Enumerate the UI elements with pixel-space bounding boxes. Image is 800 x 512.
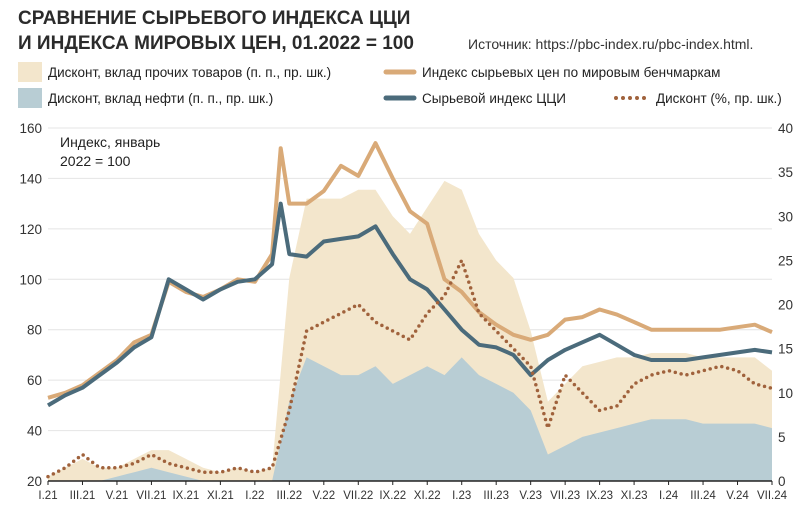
legend-label-discount: Дисконт (%, пр. шк.) [656, 91, 782, 106]
x-tick-label: VII.24 [757, 490, 788, 502]
y-right-tick-label: 0 [778, 474, 786, 489]
line-czi-index [46, 201, 773, 408]
y-right-tick-label: 15 [778, 342, 793, 357]
line-discount [46, 258, 774, 479]
x-tick-label: I.23 [452, 490, 471, 502]
legend-swatch-oil [18, 88, 42, 108]
x-tick-label: III.24 [690, 490, 716, 502]
legend-label-czi-index: Сырьевой индекс ЦЦИ [422, 91, 566, 106]
legend: Дисконт, вклад прочих товаров (п. п., пр… [18, 62, 782, 108]
legend-label-oil: Дисконт, вклад нефти (п. п., пр. шк.) [48, 91, 273, 106]
x-tick-label: IX.23 [586, 490, 613, 502]
x-tick-label: V.21 [106, 490, 129, 502]
x-tick-label: VII.21 [136, 490, 166, 502]
x-tick-label: VII.23 [550, 490, 580, 502]
x-tick-label: I.24 [659, 490, 679, 502]
x-tick-label: I.21 [38, 490, 57, 502]
legend-swatch-other-goods [18, 62, 42, 82]
x-tick-label: XI.22 [414, 490, 441, 502]
legend-label-world-index: Индекс сырьевых цен по мировым бенчмарка… [422, 65, 720, 80]
source-note: Источник: https://pbc-index.ru/pbc-index… [468, 36, 753, 52]
y-right-tick-label: 25 [778, 253, 793, 268]
x-tick-label: V.22 [313, 490, 336, 502]
legend-label-other-goods: Дисконт, вклад прочих товаров (п. п., пр… [48, 65, 331, 80]
x-tick-label: III.23 [483, 490, 509, 502]
y-left-tick-label: 140 [19, 171, 42, 186]
y-left-tick-label: 80 [27, 323, 42, 338]
annotation-background [56, 132, 180, 174]
plot-area: 20 40 60 80 100 120 140 160 0 5 10 15 20 25 30 35 40 I.21… [19, 121, 793, 502]
y-left-tick-label: 100 [19, 272, 42, 287]
y-right-tick-label: 20 [778, 298, 793, 313]
x-tick-label: V.23 [519, 490, 542, 502]
x-tick-label: IX.21 [172, 490, 199, 502]
chart-title-line1: СРАВНЕНИЕ СЫРЬЕВОГО ИНДЕКСА ЦЦИ [18, 8, 410, 29]
y-left-tick-label: 120 [19, 222, 42, 237]
annotation-line2: 2022 = 100 [60, 153, 131, 169]
y-right-tick-label: 35 [778, 165, 793, 180]
area-oil [48, 357, 772, 481]
y-right-tick-label: 5 [778, 430, 786, 445]
y-left-tick-label: 160 [19, 121, 42, 136]
annotation-line1: Индекс, январь [60, 134, 160, 150]
annotation: Индекс, январь 2022 = 100 [56, 132, 180, 174]
x-tick-label: V.24 [726, 490, 749, 502]
x-tick-label: III.21 [70, 490, 96, 502]
x-tick-label: I.22 [245, 490, 264, 502]
x-tick-label: III.22 [277, 490, 303, 502]
y-left-tick-label: 60 [27, 373, 42, 388]
chart-title-line2: И ИНДЕКСА МИРОВЫХ ЦЕН, 01.2022 = 100 [18, 33, 414, 54]
y-right-tick-label: 40 [778, 121, 793, 136]
y-right-tick-label: 10 [778, 386, 793, 401]
x-tick-label: XI.23 [621, 490, 648, 502]
x-tick-label: XI.21 [207, 490, 234, 502]
line-world-index [47, 141, 773, 400]
x-tick-label: VII.22 [343, 490, 373, 502]
y-left-tick-label: 20 [27, 474, 42, 489]
y-left-tick-label: 40 [27, 424, 42, 439]
y-right-tick-label: 30 [778, 209, 793, 224]
area-other-goods [48, 180, 772, 481]
x-tick-label: IX.22 [379, 490, 406, 502]
